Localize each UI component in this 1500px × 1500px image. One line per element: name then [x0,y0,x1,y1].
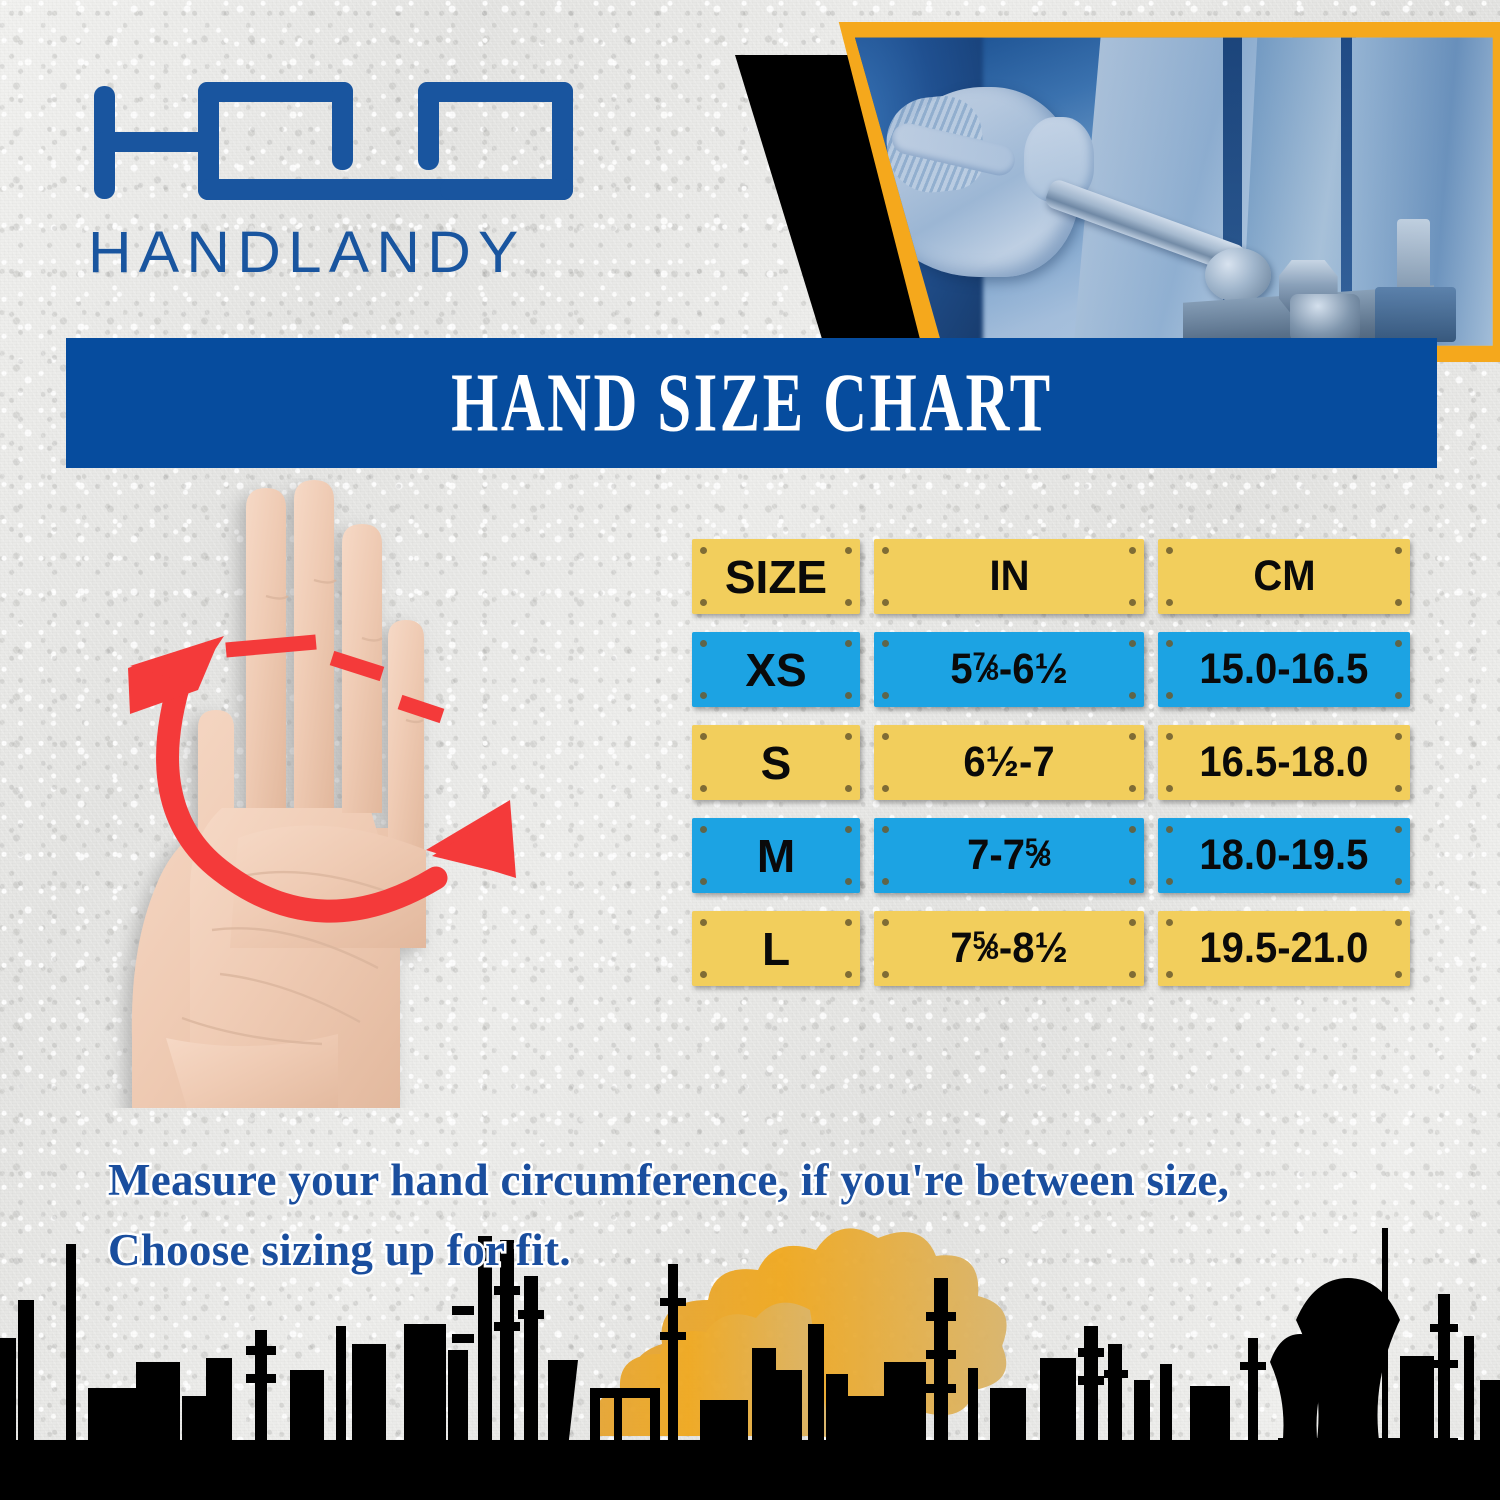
table-cell-size: M [692,818,860,893]
brand-wordmark: HANDLANDY [88,220,526,285]
title-banner: HAND SIZE CHART [66,338,1437,468]
table-header-cm-label: CM [1252,552,1316,600]
table-cell-size-value: S [760,736,792,789]
table-header-row: SIZE IN CM [692,539,1410,614]
table-cell-in-value: 5 7 ⁄ 8 -6½ [950,645,1068,693]
table-row: L 7 5 ⁄ 8 -8½ 19.5-21.0 [692,911,1410,986]
table-cell-in-value: 7-7 5 ⁄ 8 [966,831,1052,879]
hand-circumference-arrow [128,634,516,923]
table-header-cm: CM [1158,539,1410,614]
measurement-note: Measure your hand circumference, if you'… [106,1146,1358,1286]
table-row: XS 5 7 ⁄ 8 -6½ 15.0-16.5 [692,632,1410,707]
table-row: M 7-7 5 ⁄ 8 18.0-19.5 [692,818,1410,893]
note-line-2: Choose sizing up for fit. [106,1222,574,1277]
table-cell-size: S [692,725,860,800]
page-title: HAND SIZE CHART [450,356,1053,449]
table-row: S 6½-7 16.5-18.0 [692,725,1410,800]
table-cell-in-value: 6½-7 [963,738,1055,786]
table-cell-size: L [692,911,860,986]
table-cell-size-value: XS [745,643,807,696]
table-cell-cm: 16.5-18.0 [1158,725,1410,800]
industrial-refinery-silhouette [0,1228,1500,1500]
table-cell-in-value: 7 5 ⁄ 8 -8½ [950,924,1068,972]
table-cell-size-value: L [761,922,791,975]
table-header-size-label: SIZE [724,550,828,603]
table-header-in: IN [874,539,1144,614]
table-cell-cm-value: 16.5-18.0 [1199,738,1369,786]
table-cell-in: 7-7 5 ⁄ 8 [874,818,1144,893]
table-cell-cm-value: 15.0-16.5 [1199,645,1369,693]
table-cell-cm-value: 18.0-19.5 [1199,831,1369,879]
table-cell-cm: 15.0-16.5 [1158,632,1410,707]
table-cell-in: 5 7 ⁄ 8 -6½ [874,632,1144,707]
table-header-size: SIZE [692,539,860,614]
table-cell-size-value: M [756,829,796,882]
table-cell-in: 7 5 ⁄ 8 -8½ [874,911,1144,986]
hand-size-table: SIZE IN CM XS 5 7 ⁄ 8 -6½ 15.0-16.5 S [692,539,1410,1004]
table-cell-cm: 19.5-21.0 [1158,911,1410,986]
open-palm-measure-figure [70,478,630,1108]
note-line-1: Measure your hand circumference, if you'… [106,1153,1232,1208]
table-cell-cm: 18.0-19.5 [1158,818,1410,893]
table-cell-size: XS [692,632,860,707]
hero-photo-group [700,0,1500,380]
table-cell-in: 6½-7 [874,725,1144,800]
gloved-hand-holding-wrench-photo [854,37,1493,346]
hld-monogram-icon [94,82,573,200]
brand-logo-block: HANDLANDY [88,80,588,286]
table-header-in-label: IN [989,552,1029,600]
table-cell-cm-value: 19.5-21.0 [1199,924,1369,972]
